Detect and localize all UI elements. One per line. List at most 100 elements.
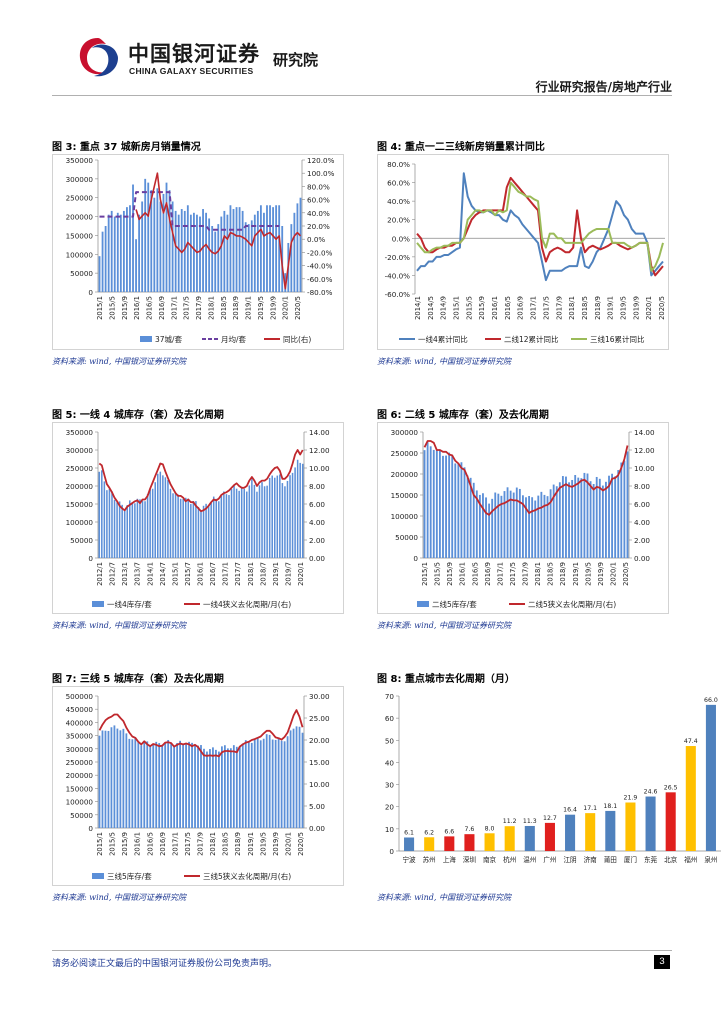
fig3-bar: [129, 205, 131, 292]
fig6-bar: [491, 498, 494, 558]
fig5-bar: [271, 475, 273, 558]
fig5-y2tick-label: 8.00: [309, 482, 325, 491]
fig6-bar: [522, 495, 524, 558]
fig6-xtick-label: 2018/9: [559, 562, 567, 586]
fig6-xtick-label: 2020/1: [609, 562, 617, 586]
fig6-bar: [583, 472, 586, 558]
fig5-bar: [144, 501, 146, 558]
fig6-bar: [543, 494, 546, 558]
fig3-bar: [235, 207, 238, 292]
fig6-ytick-label: 300000: [391, 428, 419, 437]
fig6-bar: [601, 485, 604, 558]
fig6-bar: [518, 488, 521, 558]
fig8-value-label: 66.0: [704, 697, 718, 704]
fig4-xtick-label: 2018/1: [568, 296, 576, 320]
fig4-ytick-label: -20.0%: [385, 253, 411, 262]
fig7-xtick-label: 2018/9: [234, 832, 242, 856]
fig5-y2tick-label: 2.00: [309, 536, 325, 545]
fig6-ytick-label: 0: [413, 554, 418, 563]
fig5-bar: [177, 494, 179, 558]
fig7-ytick-label: 200000: [66, 771, 94, 780]
fig6-source: 资料来源: wind, 中国银河证券研究院: [377, 621, 512, 630]
fig8-value-label: 18.1: [603, 803, 617, 810]
fig7-bar: [280, 740, 283, 828]
fig3-bar: [107, 214, 110, 292]
fig6-ytick-label: 150000: [391, 491, 419, 500]
fig7-bar: [221, 746, 223, 828]
fig7-y2tick-label: 0.00: [309, 824, 325, 833]
fig6-bar: [605, 481, 607, 558]
fig7-y2tick-label: 15.00: [309, 758, 330, 767]
fig4-ytick-label: 60.0%: [387, 179, 410, 188]
fig8-category-label: 南京: [483, 855, 497, 864]
fig8-bar: [585, 813, 596, 851]
fig5-xtick-label: 2012/7: [109, 562, 117, 586]
fig3-xtick-label: 2017/5: [183, 296, 191, 320]
fig7-bar: [140, 745, 143, 828]
fig8-bar: [444, 836, 455, 851]
fig4-xtick-label: 2015/1: [453, 296, 461, 320]
page-number: 3: [654, 955, 670, 969]
fig7-bar: [179, 740, 181, 828]
fig6-xtick-label: 2015/1: [421, 562, 429, 586]
fig8-category-label: 江阴: [563, 855, 577, 864]
fig7-bar: [164, 742, 167, 828]
fig6-bar: [580, 478, 583, 558]
fig5-bar: [207, 506, 210, 558]
fig6-xtick-label: 2016/1: [459, 562, 467, 586]
fig3-yoy-line: [135, 172, 302, 290]
fig3-xtick-label: 2019/1: [245, 296, 253, 320]
fig7-xtick-label: 2019/9: [272, 832, 280, 856]
fig6-bar: [438, 449, 441, 558]
fig7-bar: [301, 732, 304, 828]
fig5-bar: [235, 488, 238, 558]
fig6-bar: [592, 484, 595, 558]
fig3-bar: [217, 224, 220, 292]
fig3-bar: [196, 214, 198, 292]
fig7-bar: [176, 743, 179, 828]
fig3-bar: [177, 214, 180, 292]
fig5-y2tick-label: 0.00: [309, 554, 325, 563]
fig3-xtick-label: 2020/5: [294, 296, 302, 320]
fig5-bar: [258, 485, 261, 558]
fig5-bar: [243, 488, 245, 558]
fig7-bar: [209, 749, 211, 828]
fig6-xtick-label: 2017/9: [522, 562, 530, 586]
fig5-xtick-label: 2014/1: [146, 562, 154, 586]
fig3-bar: [238, 207, 241, 292]
fig6-bar: [571, 479, 574, 558]
fig6-xtick-label: 2019/1: [572, 562, 580, 586]
fig3-bar: [226, 214, 229, 292]
fig4-xtick-label: 2016/5: [504, 296, 512, 320]
fig5-y2tick-label: 6.00: [309, 500, 325, 509]
header-rule: [52, 95, 672, 96]
fig4-source: 资料来源: wind, 中国银河证券研究院: [377, 357, 512, 366]
fig3-bar: [208, 218, 211, 292]
fig7-bar: [241, 743, 244, 828]
fig3-bar: [256, 210, 259, 292]
fig5-bar: [174, 492, 177, 558]
fig6-xtick-label: 2017/5: [509, 562, 517, 586]
fig4-frame: [377, 154, 669, 350]
fig7-ytick-label: 300000: [66, 745, 94, 754]
fig5-xtick-label: 2020/1: [297, 562, 305, 586]
fig7-bar: [113, 725, 116, 828]
fig7-xtick-label: 2020/5: [297, 832, 305, 856]
fig5-bar: [139, 499, 141, 558]
fig5-y2tick-label: 10.00: [309, 464, 330, 473]
fig5-cycle-line: [98, 449, 304, 513]
fig6-xtick-label: 2015/5: [434, 562, 442, 586]
fig3-xtick-label: 2018/5: [220, 296, 228, 320]
fig5-bar: [240, 487, 243, 558]
fig3-bar: [278, 205, 281, 292]
fig4-xtick-label: 2020/1: [645, 296, 653, 320]
fig4-series-line: [416, 181, 664, 272]
fig5-bar: [149, 489, 151, 558]
fig4-ytick-label: -40.0%: [385, 271, 411, 280]
fig6-y2tick-label: 2.00: [634, 536, 650, 545]
fig7-bar: [215, 749, 217, 828]
fig6-bar: [595, 476, 598, 558]
fig5-bar: [108, 488, 111, 558]
fig5-bar: [251, 479, 253, 558]
fig7-y2tick-label: 30.00: [309, 692, 330, 701]
